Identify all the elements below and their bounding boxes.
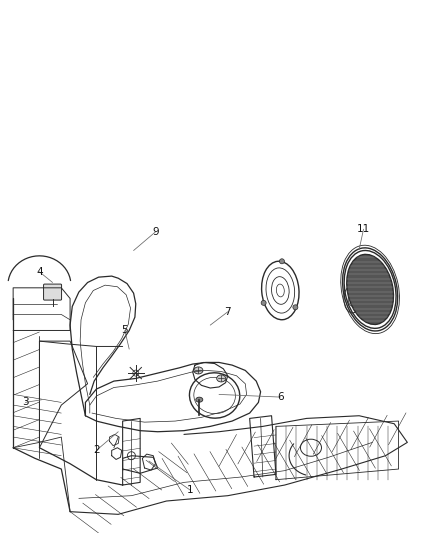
Text: 9: 9 (152, 227, 159, 237)
Text: 4: 4 (36, 267, 43, 277)
Text: 3: 3 (22, 398, 29, 407)
Ellipse shape (261, 301, 266, 305)
FancyBboxPatch shape (43, 284, 62, 300)
Text: 11: 11 (357, 224, 370, 234)
Text: 5: 5 (121, 326, 128, 335)
Ellipse shape (196, 397, 203, 402)
Ellipse shape (217, 375, 226, 382)
Text: 7: 7 (224, 307, 231, 317)
Text: 6: 6 (277, 392, 284, 402)
Ellipse shape (279, 259, 284, 264)
Ellipse shape (194, 367, 203, 374)
Ellipse shape (347, 254, 393, 325)
Ellipse shape (293, 305, 298, 310)
Text: 1: 1 (187, 486, 194, 495)
Text: 2: 2 (93, 446, 100, 455)
